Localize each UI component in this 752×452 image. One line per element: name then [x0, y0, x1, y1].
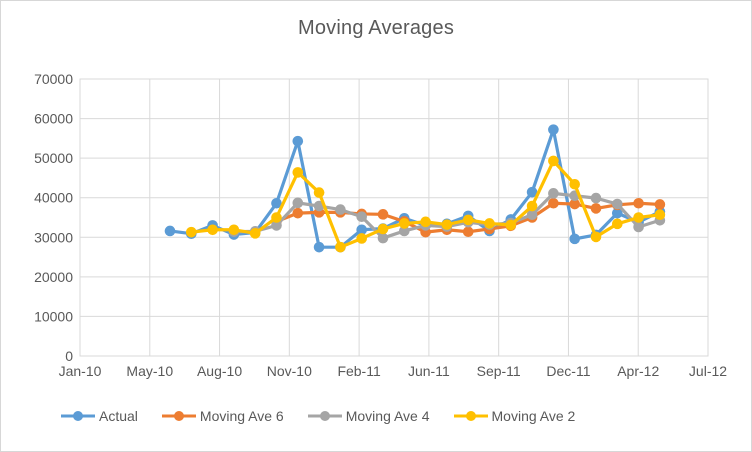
series-point-moving-ave-2 — [654, 209, 666, 221]
series-point-actual — [313, 241, 325, 253]
series-point-moving-ave-4 — [633, 221, 644, 233]
legend-item-moving-ave-4[interactable]: Moving Ave 4 — [307, 408, 430, 424]
series-point-moving-ave-2 — [441, 219, 453, 230]
chart-title: Moving Averages — [297, 17, 455, 39]
series-point-moving-ave-4 — [612, 198, 623, 210]
legend-label-actual: Actual — [99, 408, 138, 424]
series-point-actual — [356, 224, 368, 236]
series-point-moving-ave-2 — [377, 223, 389, 235]
series-point-moving-ave-4 — [292, 197, 304, 209]
series-point-actual — [548, 124, 559, 135]
series-point-actual — [569, 233, 580, 245]
legend-label-moving-ave-6: Moving Ave 6 — [199, 408, 284, 424]
legend-item-moving-ave-2[interactable]: Moving Ave 2 — [453, 408, 576, 424]
series-point-actual — [526, 186, 538, 198]
series-point-actual — [271, 197, 282, 209]
legend-item-moving-ave-6[interactable]: Moving Ave 6 — [161, 408, 284, 424]
y-axis-label: 70000 — [34, 71, 73, 87]
series-point-moving-ave-2 — [484, 218, 495, 229]
legend: Actual Moving Ave 6 Moving Ave 4 Moving Ave… — [61, 404, 575, 428]
series-point-moving-ave-6 — [590, 203, 602, 214]
series-point-moving-ave-2 — [548, 155, 559, 167]
series-point-moving-ave-4 — [399, 225, 410, 237]
legend-label-moving-ave-4: Moving Ave 4 — [345, 408, 430, 424]
series-point-moving-ave-2 — [505, 219, 517, 231]
series-point-actual — [612, 207, 623, 219]
series-point-moving-ave-4 — [590, 192, 602, 204]
x-axis-label: Aug-10 — [197, 363, 242, 379]
series-point-moving-ave-2 — [292, 167, 304, 178]
y-axis-label: 10000 — [34, 308, 73, 324]
series-point-moving-ave-6 — [548, 197, 559, 209]
series-point-actual — [292, 135, 304, 147]
series-point-moving-ave-2 — [271, 212, 282, 223]
legend-item-actual[interactable]: Actual — [61, 408, 138, 424]
x-axis-label: Nov-10 — [267, 363, 312, 379]
series-point-moving-ave-6 — [462, 226, 474, 238]
series-point-moving-ave-4 — [335, 204, 346, 215]
series-point-moving-ave-2 — [462, 214, 474, 226]
series-point-moving-ave-2 — [420, 216, 431, 228]
x-axis-label: Jan-10 — [59, 363, 102, 379]
series-point-moving-ave-2 — [356, 233, 368, 244]
series-point-moving-ave-6 — [292, 207, 304, 219]
series-point-moving-ave-2 — [313, 187, 325, 198]
series-point-moving-ave-2 — [335, 241, 346, 253]
series-point-moving-ave-2 — [590, 231, 602, 243]
series-point-moving-ave-2 — [249, 228, 261, 239]
legend-marker-moving-ave-2 — [453, 411, 488, 421]
y-axis-label: 20000 — [34, 269, 73, 285]
series-point-moving-ave-2 — [228, 224, 240, 236]
series-point-moving-ave-6 — [633, 197, 644, 209]
series-point-moving-ave-4 — [548, 188, 559, 199]
x-axis-label: Jul-12 — [689, 363, 727, 379]
y-axis-label: 50000 — [34, 150, 73, 166]
x-axis-label: Apr-12 — [617, 363, 659, 379]
series-point-actual — [164, 225, 176, 237]
series-point-moving-ave-2 — [186, 226, 197, 238]
series-point-moving-ave-2 — [526, 200, 538, 212]
x-axis-label: May-10 — [126, 363, 173, 379]
series-point-moving-ave-2 — [569, 178, 580, 190]
series-point-moving-ave-2 — [633, 212, 644, 223]
series-point-moving-ave-4 — [356, 211, 368, 223]
y-axis-label: 30000 — [34, 229, 73, 245]
x-axis-label: Sep-11 — [477, 363, 521, 379]
legend-marker-moving-ave-4 — [307, 411, 342, 421]
series-point-moving-ave-2 — [399, 218, 410, 229]
series-point-moving-ave-4 — [377, 232, 389, 244]
legend-marker-actual — [61, 411, 95, 421]
legend-marker-moving-ave-6 — [161, 411, 196, 421]
plot-border — [79, 78, 709, 357]
y-axis-label: 60000 — [34, 111, 73, 127]
x-axis-label: Dec-11 — [546, 363, 590, 379]
series-point-moving-ave-6 — [377, 209, 389, 220]
series-point-moving-ave-6 — [569, 198, 580, 210]
y-axis-label: 0 — [65, 348, 73, 364]
series-point-moving-ave-4 — [271, 220, 282, 231]
series-point-moving-ave-6 — [654, 199, 666, 210]
series-point-moving-ave-4 — [526, 209, 538, 221]
series-point-moving-ave-2 — [207, 224, 218, 236]
y-axis-label: 40000 — [34, 190, 73, 206]
legend-label-moving-ave-2: Moving Ave 2 — [491, 408, 576, 424]
x-axis-label: Jun-11 — [408, 363, 450, 379]
series-point-moving-ave-2 — [612, 218, 623, 230]
x-axis-label: Feb-11 — [337, 363, 381, 379]
